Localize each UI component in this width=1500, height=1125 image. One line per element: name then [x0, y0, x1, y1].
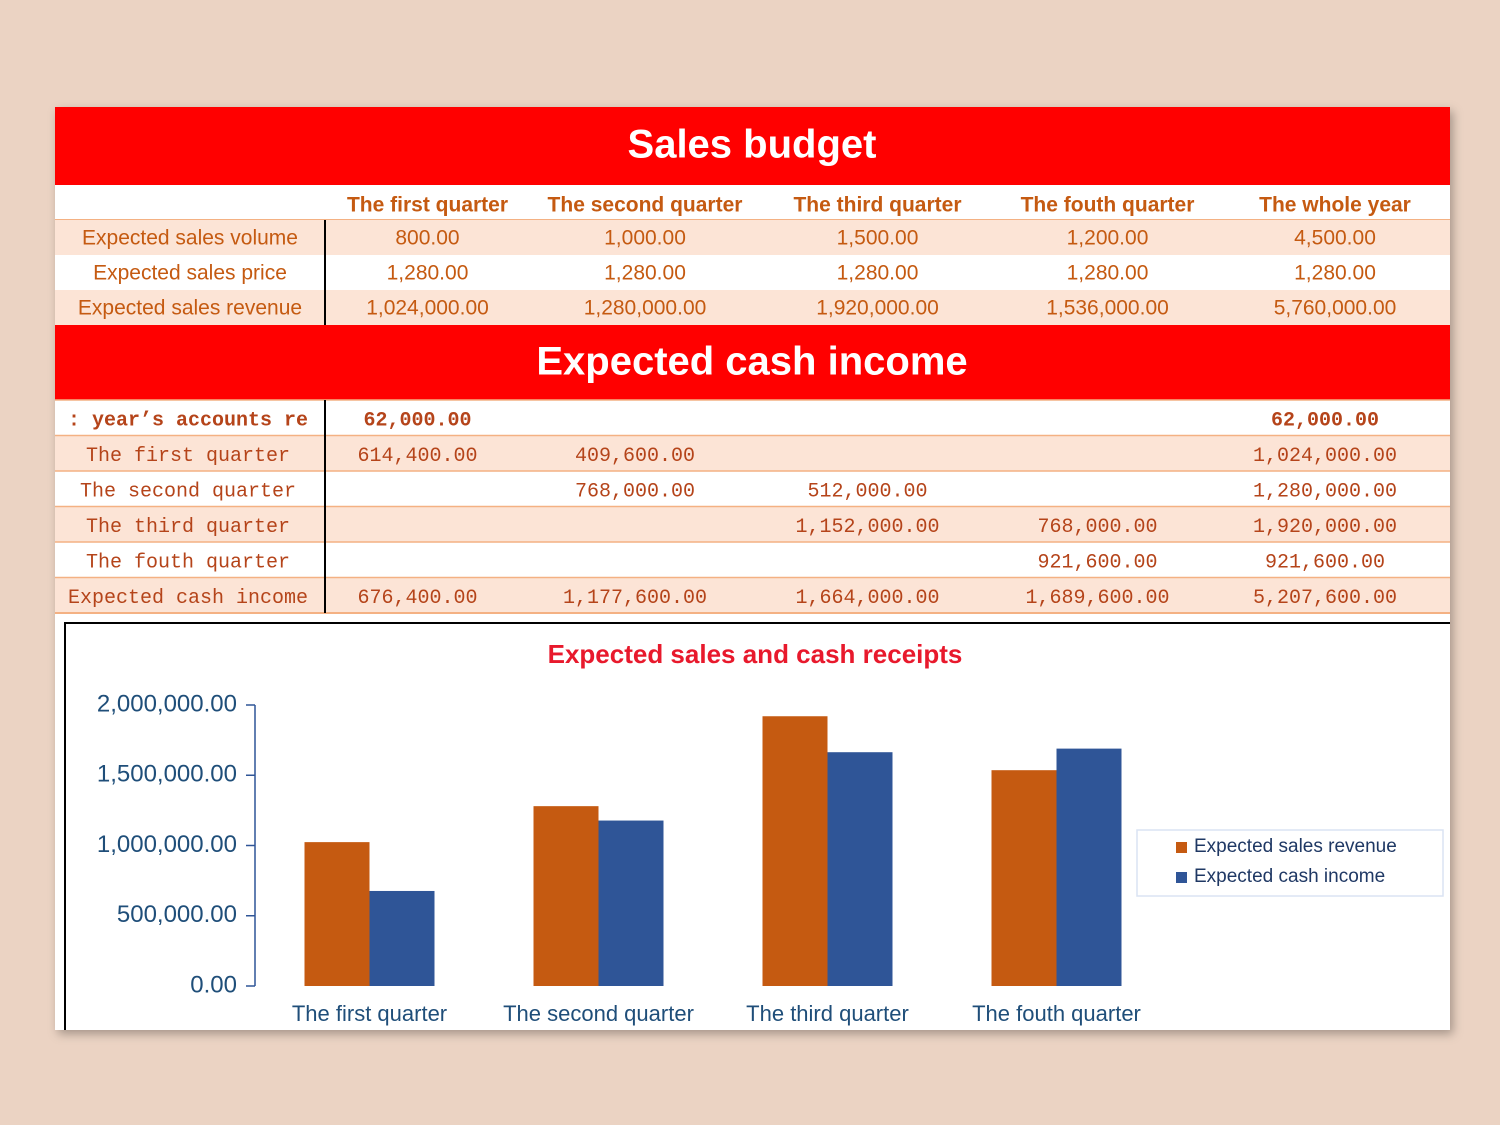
cell: 1,689,600.00	[1025, 587, 1169, 610]
cell: 5,760,000.00	[1274, 297, 1397, 320]
cell: 409,600.00	[575, 445, 695, 468]
cell: 676,400.00	[357, 587, 477, 610]
cell: 1,280.00	[1067, 262, 1149, 285]
cell: 1,920,000.00	[1253, 516, 1397, 539]
bar	[991, 770, 1057, 986]
y-tick-label: 2,000,000.00	[97, 690, 237, 717]
x-tick-label: The fouth quarter	[972, 1001, 1141, 1026]
bar	[762, 716, 828, 986]
x-tick-label: The second quarter	[503, 1001, 694, 1026]
row-label: : year’s accounts re	[68, 409, 308, 432]
cell: 1,664,000.00	[795, 587, 939, 610]
row-bg	[55, 220, 1450, 255]
bar	[533, 806, 599, 986]
row-label: The third quarter	[86, 516, 290, 539]
cell: 62,000.00	[1271, 409, 1379, 432]
table-title: Sales budget	[628, 123, 877, 167]
column-header: The first quarter	[347, 194, 508, 217]
row-bg	[55, 506, 1450, 542]
cell: 1,177,600.00	[563, 587, 707, 610]
cell: 62,000.00	[363, 409, 471, 432]
cell: 921,600.00	[1265, 551, 1385, 574]
cell: 800.00	[395, 227, 459, 250]
cell: 5,207,600.00	[1253, 587, 1397, 610]
x-tick-label: The third quarter	[746, 1001, 909, 1026]
cell: 1,152,000.00	[795, 516, 939, 539]
bar	[1056, 748, 1122, 986]
row-label: Expected sales revenue	[78, 297, 302, 320]
y-tick-label: 1,500,000.00	[97, 761, 237, 788]
column-header: The second quarter	[548, 194, 743, 217]
row-bg	[55, 577, 1450, 613]
chart-frame	[64, 622, 1450, 1030]
cell: 921,600.00	[1037, 551, 1157, 574]
cell: 1,024,000.00	[1253, 445, 1397, 468]
row-bg	[55, 471, 1450, 507]
column-header: The third quarter	[793, 194, 961, 217]
row-label: The fouth quarter	[86, 551, 290, 574]
table-title: Expected cash income	[536, 340, 967, 384]
cell: 1,500.00	[837, 227, 919, 250]
cell: 1,000.00	[604, 227, 686, 250]
cell: 4,500.00	[1294, 227, 1376, 250]
cell: 614,400.00	[357, 445, 477, 468]
cell: 1,280,000.00	[1253, 480, 1397, 503]
y-tick-label: 1,000,000.00	[97, 831, 237, 858]
row-bg	[55, 435, 1450, 471]
legend-swatch	[1176, 872, 1187, 883]
column-header: The whole year	[1259, 194, 1411, 217]
title-bar	[55, 325, 1450, 400]
row-label: Expected sales price	[93, 262, 287, 285]
cell: 1,024,000.00	[366, 297, 489, 320]
legend-label: Expected sales revenue	[1194, 836, 1397, 857]
y-tick-label: 0.00	[190, 971, 237, 998]
bar	[827, 752, 893, 986]
cell: 1,280.00	[387, 262, 469, 285]
y-tick-label: 500,000.00	[117, 901, 237, 928]
x-tick-label: The first quarter	[292, 1001, 447, 1026]
row-bg	[55, 290, 1450, 325]
cell: 1,920,000.00	[816, 297, 939, 320]
cell: 768,000.00	[1037, 516, 1157, 539]
row-label: Expected cash income	[68, 587, 308, 610]
row-label: The second quarter	[80, 480, 296, 503]
legend-box	[1136, 829, 1444, 897]
row-label: Expected sales volume	[82, 227, 298, 250]
row-bg	[55, 255, 1450, 290]
column-header: The fouth quarter	[1021, 194, 1195, 217]
cell: 1,280,000.00	[584, 297, 707, 320]
cell: 1,280.00	[604, 262, 686, 285]
cell: 1,536,000.00	[1046, 297, 1169, 320]
row-bg	[55, 542, 1450, 578]
cell: 1,280.00	[837, 262, 919, 285]
chart-title: Expected sales and cash receipts	[548, 639, 963, 669]
legend-label: Expected cash income	[1194, 866, 1385, 887]
chart-area	[65, 623, 1450, 1030]
cell: 1,280.00	[1294, 262, 1376, 285]
cell: 1,200.00	[1067, 227, 1149, 250]
bar	[598, 820, 664, 986]
cell: 768,000.00	[575, 480, 695, 503]
row-bg	[55, 400, 1450, 436]
row-label: The first quarter	[86, 445, 290, 468]
cell: 512,000.00	[807, 480, 927, 503]
legend-swatch	[1176, 842, 1187, 853]
title-bar	[55, 107, 1450, 185]
bar	[369, 890, 435, 986]
bar	[304, 842, 370, 986]
